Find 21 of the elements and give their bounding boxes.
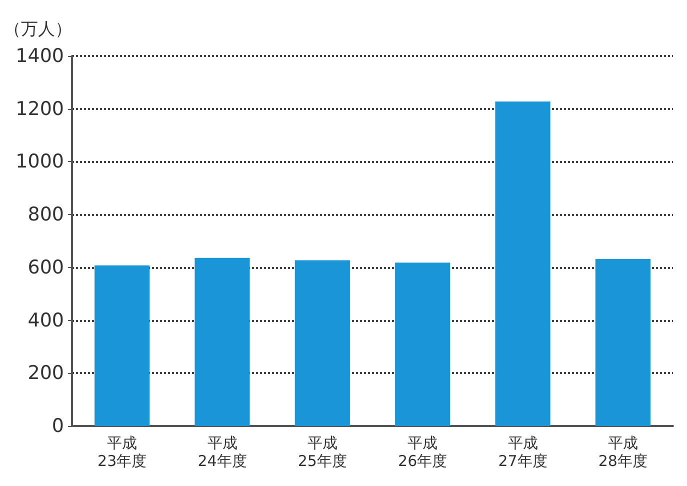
x-tick-label: 平成 28年度 (598, 434, 648, 470)
x-tick-label: 平成 25年度 (298, 434, 347, 470)
y-axis-title: （万人） (4, 20, 72, 40)
x-tick-label: 平成 24年度 (198, 434, 247, 470)
y-tick-label: 1200 (16, 98, 64, 120)
x-tick-label: 平成 26年度 (398, 434, 448, 470)
bar (294, 260, 350, 426)
y-tick-label: 800 (28, 204, 64, 226)
y-tick-label: 400 (28, 309, 64, 332)
bar (495, 101, 550, 426)
y-tick-label: 0 (52, 415, 64, 437)
bar (395, 262, 450, 426)
x-tick-label: 平成 27年度 (498, 434, 548, 470)
y-tick-label: 200 (28, 362, 64, 384)
bar (595, 258, 650, 426)
y-tick-label: 1000 (16, 150, 64, 173)
bar (194, 258, 250, 426)
bar (94, 265, 150, 426)
x-tick-label: 平成 23年度 (98, 434, 147, 470)
y-tick-label: 1400 (16, 45, 64, 67)
y-tick-label: 600 (28, 256, 64, 278)
